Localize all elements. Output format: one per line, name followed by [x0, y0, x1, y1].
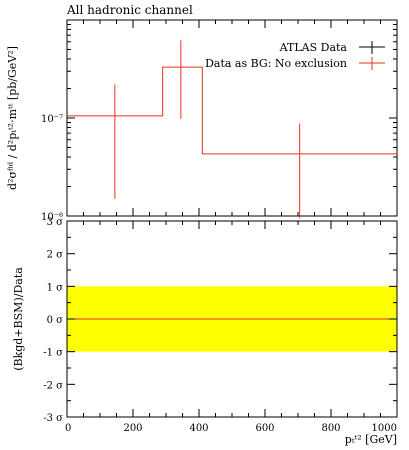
data-as-bg-step-line: [67, 66, 397, 155]
top-y-tick-label: 10⁻⁸: [41, 212, 63, 223]
x-tick-labels: 0 200 400 600 800 1000: [65, 423, 397, 434]
x-tick-label: 1000: [372, 423, 397, 434]
bottom-y-axis-label: (Bkgd+BSM)/Data: [12, 267, 25, 371]
legend-entry-atlas-data: ATLAS Data: [279, 41, 348, 54]
top-y-axis-label: d²σᶠⁱᵈ / d²pₜᵗ²·mᵗᵗ [pb/GeV²]: [6, 46, 19, 190]
top-series-group: [67, 40, 397, 219]
legend-entry-data-as-bg: Data as BG: No exclusion: [205, 57, 347, 70]
top-y-tick-label: 10⁻⁷: [41, 114, 63, 125]
x-tick-label: 200: [123, 423, 142, 434]
legend: ATLAS Data Data as BG: No exclusion: [205, 41, 385, 70]
bottom-y-tick-label: 0 σ: [47, 315, 64, 326]
x-tick-label: 0: [65, 423, 71, 434]
bottom-y-tick-label: 3 σ: [47, 217, 64, 228]
bottom-y-tick-labels: -3 σ -2 σ -1 σ 0 σ 1 σ 2 σ 3 σ: [43, 217, 63, 424]
bottom-y-tick-label: -2 σ: [43, 380, 63, 391]
bottom-axis-ticks: [66, 220, 398, 418]
x-axis-label: pₜᵗ² [GeV]: [345, 433, 397, 446]
bottom-y-tick-label: -1 σ: [43, 348, 63, 359]
top-y-tick-labels: 10⁻⁸ 10⁻⁷: [41, 114, 63, 223]
chart-title: All hadronic channel: [66, 3, 193, 17]
x-tick-label: 800: [321, 423, 340, 434]
x-tick-label: 600: [255, 423, 274, 434]
bottom-y-tick-label: 2 σ: [47, 250, 64, 261]
top-plot-frame: [66, 19, 398, 217]
top-axis-ticks: [66, 19, 398, 217]
bottom-y-tick-label: 1 σ: [47, 282, 64, 293]
bottom-y-tick-label: -3 σ: [43, 413, 63, 424]
x-tick-label: 400: [189, 423, 208, 434]
